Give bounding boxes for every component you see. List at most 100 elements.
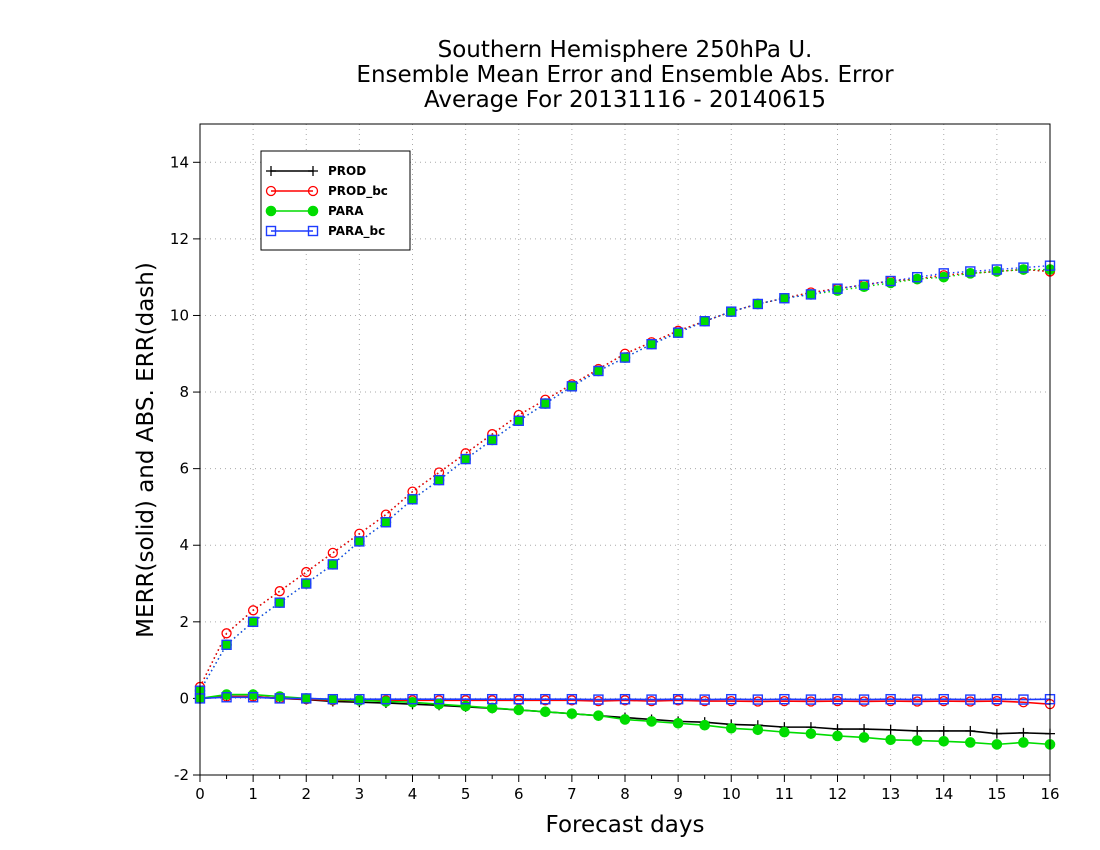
legend-marker <box>307 185 319 197</box>
series-para-bc-merr-point <box>354 693 365 705</box>
series-para-merr-point <box>672 718 684 729</box>
series-para-bc-abs-err-point <box>779 293 790 304</box>
series-para-abs-err-point <box>540 398 551 409</box>
series-para-bc-abs-err-point <box>513 415 524 426</box>
x-tick-label: 7 <box>567 785 577 803</box>
series-para-bc-merr-point <box>699 694 710 705</box>
chart-title-line-3: Average For 20131116 - 20140615 <box>424 87 826 113</box>
series-para-bc-abs-err-point <box>380 517 392 528</box>
legend-box <box>260 150 411 251</box>
series-para-abs-err-point <box>779 292 790 304</box>
series-para-merr-point <box>1018 737 1029 748</box>
series-para-bc-abs-err-point <box>726 306 737 317</box>
series-prod-bc-abs-err-point <box>327 547 338 559</box>
series-para-bc-merr-point <box>991 693 1003 705</box>
series-para-abs-err-point <box>593 365 604 377</box>
series-para-merr-point <box>247 689 259 700</box>
x-tick-label: 2 <box>301 785 311 803</box>
legend-item: PROD_bc <box>265 184 388 199</box>
series-para-merr-point <box>725 722 737 734</box>
series-para-bc-abs-err-point <box>965 266 976 277</box>
y-tick-label: -2 <box>174 766 189 784</box>
legend-label: PARA <box>328 204 364 218</box>
series-prod-bc-abs-err-point <box>247 605 259 616</box>
series-para-merr-point <box>221 689 232 700</box>
series-para-bc-abs-err-point <box>832 283 843 294</box>
series-para-abs-err-point <box>699 315 710 327</box>
series-para-merr-point <box>619 714 631 725</box>
series-para-merr-point <box>991 739 1003 750</box>
series-para-abs-err-point <box>327 559 339 570</box>
series-para-abs-err-point <box>752 298 764 310</box>
series-prod-merr-point <box>991 728 1002 739</box>
x-tick-label: 10 <box>722 785 741 803</box>
legend-marker <box>307 225 319 237</box>
series-prod-bc-abs-err-line <box>199 268 1051 688</box>
series-para-bc-merr-point <box>1018 694 1029 705</box>
x-tick-label: 15 <box>987 785 1006 803</box>
x-tick-label: 1 <box>248 785 258 803</box>
x-tick-label: 11 <box>775 785 794 803</box>
series-para-abs-err-point <box>300 578 312 589</box>
series-para-abs-err-point <box>858 281 870 293</box>
legend-item: PARA <box>265 204 364 218</box>
series-para-bc-merr-point <box>593 694 604 705</box>
series-para-bc-merr-point <box>247 692 259 703</box>
series-para-abs-err-point <box>407 493 418 505</box>
series-para-bc-abs-err-point <box>274 597 285 608</box>
y-tick-label: 10 <box>170 306 189 324</box>
series-para-bc-abs-err-point <box>938 268 949 279</box>
chart-title-line-1: Southern Hemisphere 250hPa U. <box>438 37 813 63</box>
y-tick-label: 0 <box>179 689 189 707</box>
series-para-bc-abs-err-point <box>407 494 418 505</box>
plot-frame <box>199 123 1051 776</box>
series-para-abs-err-point <box>991 266 1003 277</box>
series-para-bc-abs-err-point <box>540 398 551 409</box>
series-para-abs-err-point <box>911 273 923 285</box>
series-para-merr-point <box>646 716 657 727</box>
series-para-bc-abs-err-point <box>354 536 365 547</box>
legend-item: PARA_bc <box>265 224 385 239</box>
series-para-merr-point <box>938 736 950 747</box>
series-para-abs-err-point <box>433 474 445 486</box>
series-para-bc-merr-point <box>619 693 631 705</box>
series-prod-bc-abs-err-point <box>274 586 285 597</box>
series-para-merr-point <box>911 735 923 746</box>
series-para-merr-point <box>779 726 790 738</box>
series-para-bc-merr-point <box>460 693 471 705</box>
series-para-abs-err-point <box>380 516 392 528</box>
legend-marker <box>265 225 277 237</box>
series-para-bc-abs-err-point <box>1018 262 1029 273</box>
series-para-bc-merr-point <box>380 693 392 705</box>
series-para-bc-abs-err-point <box>460 453 471 465</box>
series-para-bc-abs-err-point <box>991 264 1003 275</box>
series-para-bc-merr-point <box>486 693 498 705</box>
legend-marker <box>265 205 277 217</box>
series-para-merr-point <box>513 704 525 716</box>
legend-label: PARA_bc <box>328 224 385 239</box>
series-para-bc-merr-point <box>672 693 684 705</box>
x-tick-label: 12 <box>828 785 847 803</box>
series-para-bc-abs-err-point <box>327 559 339 570</box>
series-para-bc-merr-point <box>938 693 949 705</box>
x-tick-label: 14 <box>934 785 953 803</box>
y-tick-label: 2 <box>179 613 189 631</box>
series-para-bc-abs-err-point <box>752 298 764 310</box>
series-para-abs-err-point <box>965 268 976 279</box>
series-para-bc-abs-err-point <box>699 316 710 327</box>
series-para-merr-point <box>566 708 578 720</box>
series-para-bc-merr-point <box>646 694 657 705</box>
series-para-bc-merr-point <box>911 694 923 705</box>
series-para-bc-merr-point <box>805 694 817 705</box>
x-tick-label: 16 <box>1040 785 1059 803</box>
series-prod-bc-abs-err-point <box>221 628 232 639</box>
series-para-abs-err-point <box>354 536 365 547</box>
series-para-bc-abs-err-point <box>858 279 870 291</box>
series-para-bc-abs-err-point <box>911 271 923 283</box>
series-para-bc-abs-err-point <box>301 578 312 589</box>
legend-marker <box>307 205 319 217</box>
series-para-merr-point <box>832 730 843 742</box>
x-tick-label: 8 <box>620 785 630 803</box>
x-tick-label: 5 <box>461 785 471 803</box>
